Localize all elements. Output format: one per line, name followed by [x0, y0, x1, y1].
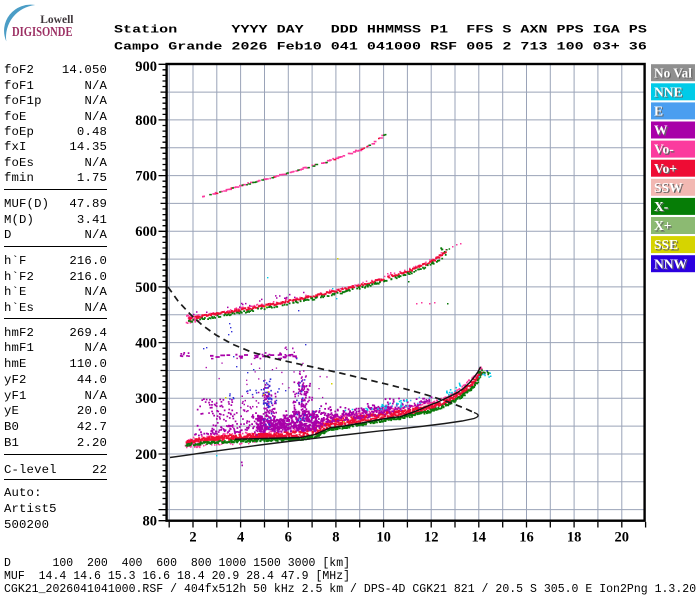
svg-text:10: 10	[376, 530, 391, 546]
svg-text:Vo+: Vo+	[654, 161, 677, 176]
svg-text:X-: X-	[655, 200, 669, 215]
svg-text:4: 4	[237, 530, 244, 546]
svg-text:Vo+: Vo+	[655, 162, 678, 177]
svg-text:18: 18	[567, 530, 582, 546]
svg-text:80: 80	[143, 514, 158, 530]
svg-text:600: 600	[135, 224, 157, 240]
svg-text:2: 2	[189, 530, 196, 546]
svg-text:500: 500	[135, 280, 157, 296]
svg-text:16: 16	[519, 530, 534, 546]
svg-text:E: E	[654, 104, 663, 119]
svg-text:X+: X+	[655, 219, 672, 234]
svg-text:6: 6	[285, 530, 292, 546]
svg-text:12: 12	[424, 530, 439, 546]
svg-text:NNW: NNW	[654, 256, 687, 271]
svg-text:SSW: SSW	[654, 180, 683, 195]
svg-text:NNE: NNE	[654, 84, 683, 99]
svg-text:900: 900	[135, 59, 157, 75]
svg-text:700: 700	[135, 169, 157, 185]
svg-text:Vo-: Vo-	[654, 142, 674, 157]
svg-text:14: 14	[472, 530, 487, 546]
svg-text:200: 200	[135, 447, 157, 463]
svg-text:SSW: SSW	[655, 181, 684, 196]
svg-text:8: 8	[332, 530, 339, 546]
svg-text:NNE: NNE	[655, 86, 684, 101]
svg-text:W: W	[655, 124, 669, 139]
svg-text:400: 400	[135, 336, 157, 352]
svg-text:X+: X+	[654, 218, 671, 233]
svg-text:SSE: SSE	[655, 238, 679, 253]
svg-text:W: W	[654, 123, 668, 138]
svg-text:NNW: NNW	[655, 258, 688, 273]
svg-text:Vo-: Vo-	[655, 143, 675, 158]
svg-text:300: 300	[135, 391, 157, 407]
svg-text:800: 800	[135, 113, 157, 129]
svg-text:20: 20	[615, 530, 630, 546]
svg-text:DIGISONDE: DIGISONDE	[12, 24, 73, 39]
svg-text:No Val: No Val	[655, 67, 693, 82]
svg-text:E: E	[655, 105, 664, 120]
svg-text:No Val: No Val	[654, 65, 692, 80]
svg-text:X-: X-	[654, 199, 668, 214]
svg-text:SSE: SSE	[654, 237, 678, 252]
svg-text:Lowell: Lowell	[40, 14, 73, 26]
